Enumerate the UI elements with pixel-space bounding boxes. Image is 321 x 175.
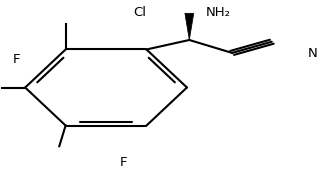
Text: Cl: Cl [133, 6, 146, 19]
Text: F: F [120, 156, 127, 169]
Text: N: N [308, 47, 317, 60]
Text: NH₂: NH₂ [206, 6, 231, 19]
Polygon shape [185, 13, 194, 40]
Text: F: F [12, 52, 20, 66]
